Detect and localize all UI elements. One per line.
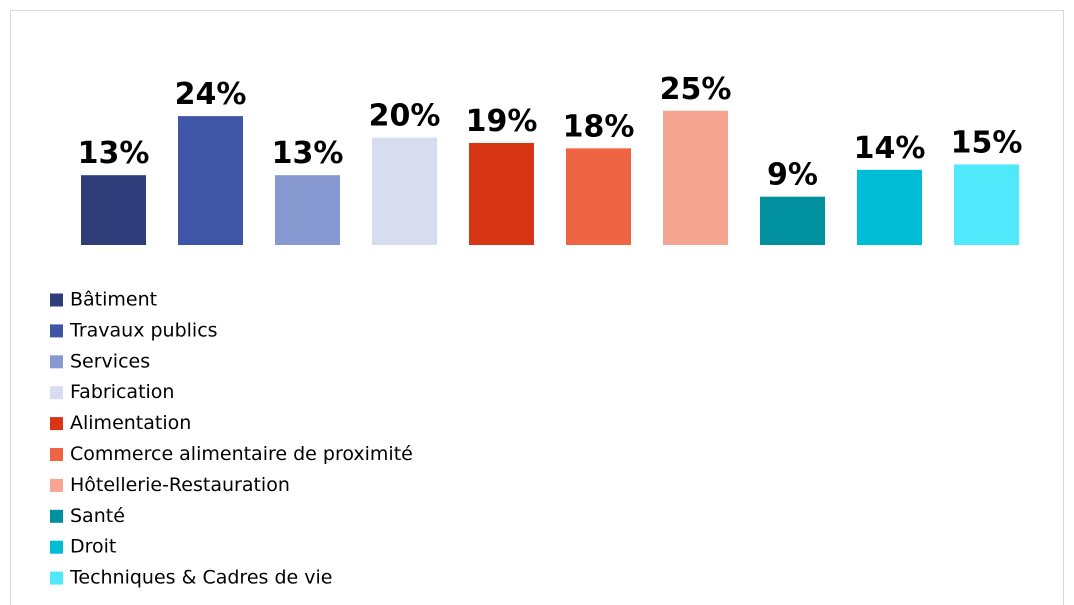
legend-swatch	[50, 478, 63, 492]
legend-label: Travaux publics	[69, 319, 218, 341]
value-label: 13%	[78, 136, 150, 171]
bar	[275, 175, 340, 245]
legend-label: Commerce alimentaire de proximité	[70, 443, 413, 465]
legend-swatch	[50, 355, 63, 369]
bar	[81, 175, 146, 245]
bar	[663, 110, 728, 245]
bar	[760, 196, 825, 245]
legend-label: Bâtiment	[70, 289, 157, 311]
value-label: 13%	[272, 136, 344, 171]
legend-swatch	[50, 571, 63, 585]
legend-label: Santé	[70, 505, 125, 527]
legend-label: Hôtellerie-Restauration	[70, 474, 290, 496]
legend-label: Alimentation	[70, 412, 191, 434]
bar	[566, 148, 631, 245]
value-label: 25%	[660, 72, 732, 107]
legend-label: Techniques & Cadres de vie	[69, 567, 332, 589]
value-label: 24%	[175, 77, 247, 112]
bar	[954, 164, 1019, 245]
legend-swatch	[50, 324, 63, 338]
value-label: 18%	[563, 109, 635, 144]
chart-frame	[10, 10, 1064, 605]
legend-swatch	[50, 386, 63, 400]
legend-swatch	[50, 448, 63, 461]
legend-swatch	[50, 293, 63, 307]
bar	[178, 116, 243, 246]
legend-swatch	[50, 417, 63, 431]
legend-label: Fabrication	[70, 381, 174, 403]
value-label: 9%	[767, 158, 818, 193]
legend-label: Droit	[70, 536, 116, 558]
value-label: 20%	[369, 99, 441, 134]
bar	[372, 137, 437, 245]
legend-label: Services	[70, 350, 150, 372]
legend-swatch	[50, 509, 63, 523]
value-label: 14%	[854, 131, 926, 166]
value-label: 15%	[951, 125, 1023, 160]
bar	[857, 169, 922, 245]
value-label: 19%	[466, 104, 538, 139]
legend-swatch	[50, 540, 63, 554]
bar	[469, 142, 534, 245]
